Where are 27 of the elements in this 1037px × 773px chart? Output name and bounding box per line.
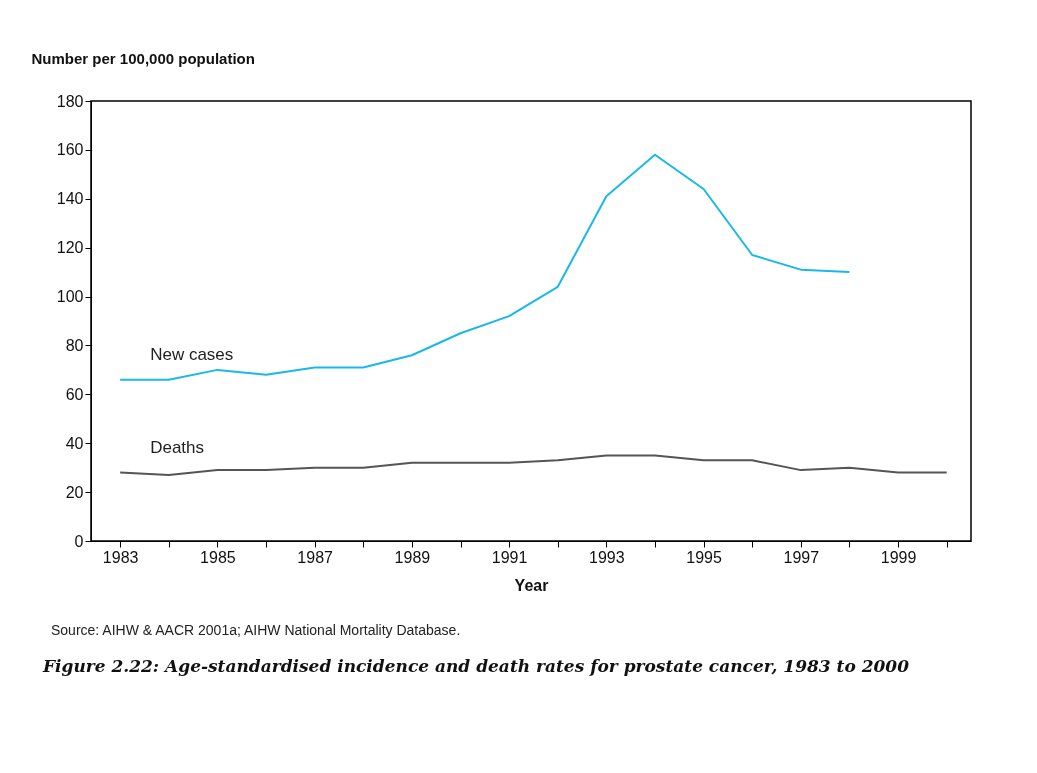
y-tick-label: 140 <box>56 190 84 208</box>
y-axis-title: Number per 100,000 population <box>31 49 255 67</box>
y-tick-label: 40 <box>65 434 84 452</box>
line-series <box>119 454 948 476</box>
y-tick-label: 160 <box>56 141 84 159</box>
x-tick-label: 1983 <box>102 548 139 566</box>
source-note: Source: AIHW & AACR 2001a; AIHW National Mortality Database. <box>51 622 461 638</box>
y-tick-label: 20 <box>65 483 84 501</box>
line-series <box>119 153 851 381</box>
y-tick-label: 0 <box>74 532 84 550</box>
y-tick-label: 120 <box>56 239 84 257</box>
x-axis-title: Year <box>514 576 549 594</box>
x-tick-label: 1997 <box>783 548 820 566</box>
text: Figure 2.22: Age-standardised incidence and death rates for prostate cancer, 1983 to 2000 <box>42 656 910 676</box>
y-tick-label: 60 <box>65 385 84 403</box>
series-label: Deaths <box>150 437 205 457</box>
y-tick-label: 80 <box>65 336 84 354</box>
y-tick-label: 180 <box>56 92 84 110</box>
x-tick-label: 1989 <box>394 548 431 566</box>
x-tick-label: 1987 <box>297 548 334 566</box>
y-tick-label: 100 <box>56 288 84 306</box>
x-tick-label: 1991 <box>491 548 528 566</box>
x-tick-label: 1993 <box>589 548 625 566</box>
x-tick-label: 1985 <box>200 548 236 566</box>
x-tick-label: 1999 <box>880 548 917 566</box>
x-tick-label: 1995 <box>686 548 722 566</box>
series-label: New cases <box>150 344 234 364</box>
